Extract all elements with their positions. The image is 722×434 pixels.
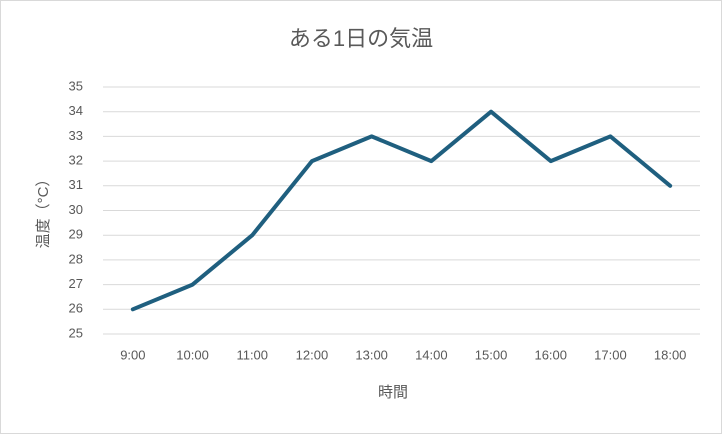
x-tick-label: 18:00 — [654, 347, 687, 362]
x-tick-label: 15:00 — [475, 347, 508, 362]
y-tick-label: 30 — [69, 202, 83, 217]
y-tick-label: 25 — [69, 325, 83, 340]
x-tick-label: 12:00 — [296, 347, 329, 362]
y-axis-label: 温度（°C） — [35, 172, 52, 249]
line-series — [130, 109, 673, 312]
x-tick-label: 17:00 — [594, 347, 627, 362]
x-tick-label: 9:00 — [120, 347, 145, 362]
x-tick-label: 10:00 — [176, 347, 209, 362]
y-tick-label: 26 — [69, 301, 83, 316]
x-axis-label: 時間 — [378, 384, 408, 401]
y-tick-label: 34 — [69, 103, 83, 118]
y-tick-label: 33 — [69, 128, 83, 143]
x-tick-label: 16:00 — [534, 347, 567, 362]
y-tick-label: 35 — [69, 78, 83, 93]
y-tick-label: 29 — [69, 227, 83, 242]
y-tick-label: 27 — [69, 276, 83, 291]
y-tick-label: 31 — [69, 177, 83, 192]
x-tick-label: 11:00 — [236, 347, 268, 362]
x-tick-label: 14:00 — [415, 347, 448, 362]
y-tick-label: 28 — [69, 251, 83, 266]
chart-title: ある1日の気温 — [289, 26, 433, 51]
x-tick-label: 13:00 — [355, 347, 388, 362]
y-tick-label: 32 — [69, 153, 83, 168]
